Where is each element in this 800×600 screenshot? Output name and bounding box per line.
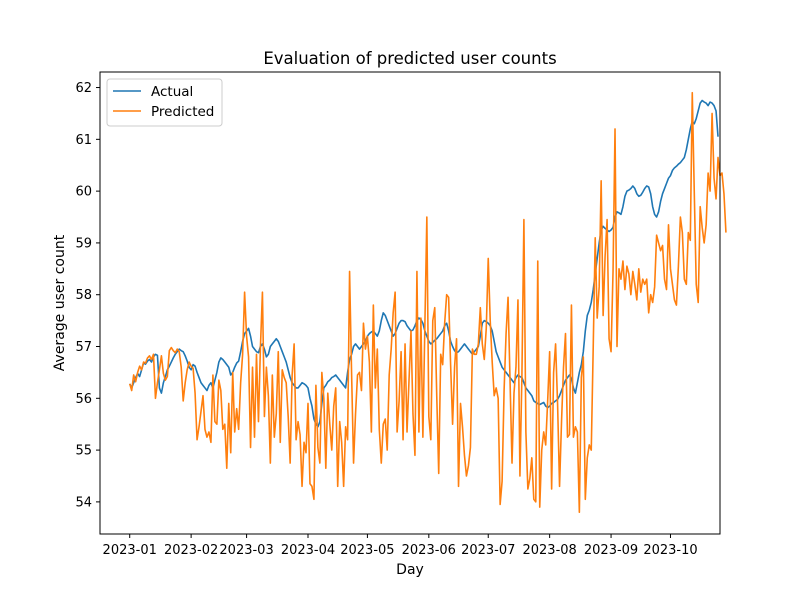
plot-area (99, 71, 727, 535)
chart-title: Evaluation of predicted user counts (263, 49, 556, 68)
y-tick-label: 56 (75, 392, 92, 407)
x-tick-label: 2023-06 (402, 543, 456, 558)
series-line-actual (128, 99, 719, 428)
legend-label-actual: Actual (151, 84, 193, 100)
series-line-predicted (128, 91, 727, 514)
x-tick-label: 2023-03 (219, 543, 273, 558)
x-tick-label: 2023-02 (164, 543, 218, 558)
y-tick-label: 62 (75, 81, 92, 96)
x-tick-label: 2023-05 (340, 543, 394, 558)
y-tick-label: 58 (75, 288, 92, 303)
y-tick-label: 55 (75, 444, 92, 459)
x-tick-label: 2023-01 (103, 543, 157, 558)
x-tick-label: 2023-09 (584, 543, 638, 558)
y-tick-label: 60 (75, 185, 92, 200)
x-axis-label: Day (396, 562, 424, 578)
y-axis-label: Average user count (52, 234, 68, 371)
x-tick-label: 2023-10 (643, 543, 697, 558)
series-layer (128, 91, 727, 514)
plot-frame (99, 71, 721, 535)
y-tick-label: 61 (75, 133, 92, 148)
y-tick-label: 57 (75, 340, 92, 355)
x-tick-label: 2023-04 (281, 543, 335, 558)
x-tick-label: 2023-07 (461, 543, 515, 558)
legend: Actual Predicted (106, 78, 223, 127)
y-axis-ticks: 54 55 56 57 58 59 60 61 62 (75, 81, 100, 510)
x-axis-ticks: 2023-01 2023-02 2023-03 2023-04 2023-05 2023-… (103, 534, 698, 558)
x-tick-label: 2023-08 (522, 543, 576, 558)
y-tick-label: 54 (75, 495, 92, 510)
y-tick-label: 59 (75, 236, 92, 251)
legend-label-predicted: Predicted (151, 104, 214, 120)
